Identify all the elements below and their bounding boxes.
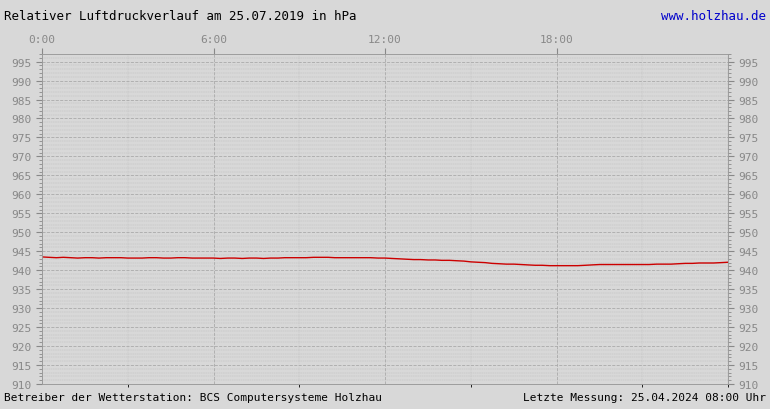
- Text: www.holzhau.de: www.holzhau.de: [661, 10, 766, 23]
- Text: Betreiber der Wetterstation: BCS Computersysteme Holzhau: Betreiber der Wetterstation: BCS Compute…: [4, 392, 382, 402]
- Text: Letzte Messung: 25.04.2024 08:00 Uhr: Letzte Messung: 25.04.2024 08:00 Uhr: [523, 392, 766, 402]
- Text: Relativer Luftdruckverlauf am 25.07.2019 in hPa: Relativer Luftdruckverlauf am 25.07.2019…: [4, 10, 357, 23]
